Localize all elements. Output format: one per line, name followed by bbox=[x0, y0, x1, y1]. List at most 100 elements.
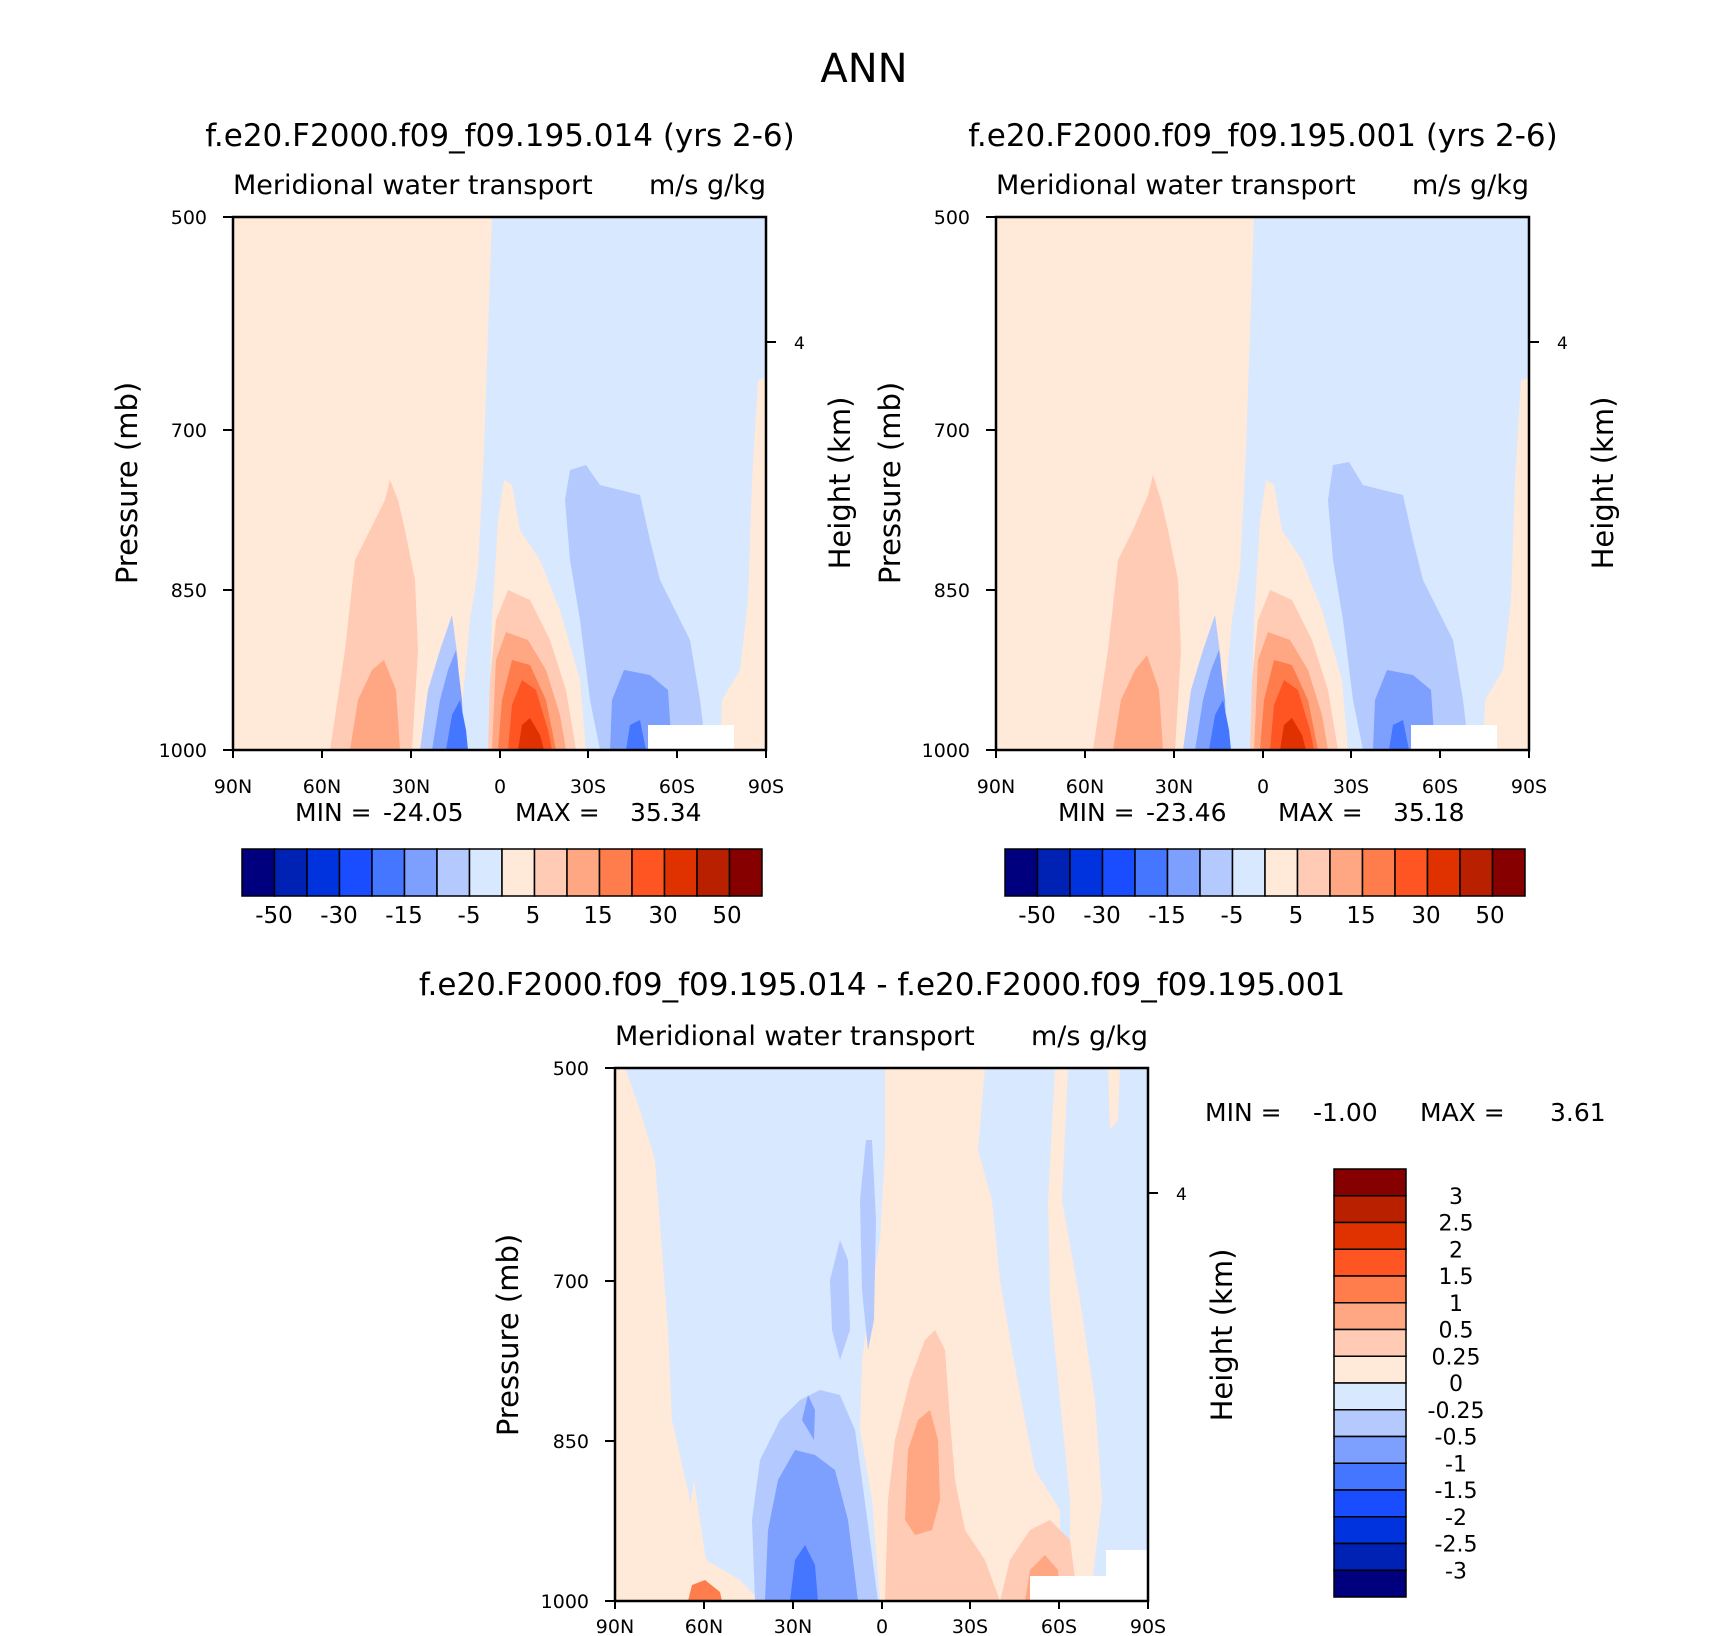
panel-2-title: f.e20.F2000.f09_f09.195.001 (yrs 2-6) bbox=[968, 118, 1558, 154]
colorbar-swatch bbox=[1333, 1569, 1407, 1598]
panel-3-subtitle-right: m/s g/kg bbox=[1031, 1021, 1148, 1052]
figure-title: ANN bbox=[820, 46, 907, 92]
y2-tick-label: 4 bbox=[1557, 334, 1568, 354]
y-tick-label: 1000 bbox=[159, 740, 207, 762]
colorbar-label: 0 bbox=[1449, 1372, 1463, 1397]
panel-3-y2label: Height (km) bbox=[1205, 1249, 1239, 1422]
contour-band bbox=[518, 718, 544, 750]
y-tick-label: 850 bbox=[553, 1431, 589, 1453]
max-value: 35.34 bbox=[630, 798, 702, 827]
colorbar-swatch bbox=[533, 848, 568, 897]
x-tick-label: 90S bbox=[1130, 1616, 1166, 1636]
contour-band bbox=[1280, 718, 1306, 750]
panel-3-contour-field bbox=[615, 1068, 1148, 1601]
contour-band bbox=[446, 700, 468, 750]
colorbar-label: 2.5 bbox=[1439, 1212, 1474, 1237]
panel-1-tick-labels: 500 700 850 1000 4 90N 60N 30N 0 30S 60S… bbox=[159, 207, 805, 798]
contour-band bbox=[350, 660, 400, 750]
colorbar-swatch bbox=[696, 848, 731, 897]
x-tick-label: 30N bbox=[1155, 776, 1193, 798]
x-tick-label: 30S bbox=[1333, 776, 1369, 798]
panel-2: f.e20.F2000.f09_f09.195.001 (yrs 2-6) Me… bbox=[873, 118, 1620, 929]
colorbar-label: -2 bbox=[1445, 1506, 1467, 1531]
colorbar-swatch bbox=[1333, 1248, 1407, 1277]
min-label: MIN = bbox=[295, 798, 372, 827]
contour-band bbox=[885, 1330, 1000, 1601]
contour-band bbox=[1270, 680, 1314, 750]
panel-1-axes bbox=[223, 216, 776, 758]
panel-3-colorbar-labels: 32.521.510.50.250-0.25-0.5-1-1.5-2-2.5-3 bbox=[1428, 1185, 1485, 1585]
y-tick-label: 500 bbox=[553, 1058, 589, 1080]
x-tick-label: 30S bbox=[570, 776, 606, 798]
colorbar-label: -0.5 bbox=[1435, 1426, 1478, 1451]
max-label: MAX = bbox=[1278, 798, 1363, 827]
colorbar-swatch bbox=[1329, 848, 1364, 897]
y2-tick-label: 4 bbox=[794, 334, 805, 354]
colorbar-swatch bbox=[403, 848, 438, 897]
panel-2-subtitle-left: Meridional water transport bbox=[996, 170, 1356, 201]
contour-band bbox=[1389, 720, 1409, 750]
missing-data-mask bbox=[1030, 1576, 1106, 1601]
colorbar-label: -50 bbox=[255, 903, 293, 929]
max-label: MAX = bbox=[515, 798, 600, 827]
min-label: MIN = bbox=[1205, 1098, 1282, 1127]
panel-1-contour-field bbox=[233, 217, 766, 750]
y-tick-label: 500 bbox=[171, 207, 207, 229]
colorbar-label: 5 bbox=[526, 903, 541, 929]
colorbar-swatch bbox=[1333, 1462, 1407, 1491]
contour-band bbox=[905, 1410, 940, 1535]
colorbar-swatch bbox=[1333, 1489, 1407, 1518]
colorbar-label: 50 bbox=[712, 903, 741, 929]
y-tick-label: 700 bbox=[171, 420, 207, 442]
colorbar-label: 15 bbox=[583, 903, 612, 929]
x-tick-label: 30N bbox=[774, 1616, 812, 1636]
panel-3-colorbar bbox=[1333, 1168, 1407, 1598]
colorbar-swatch bbox=[566, 848, 601, 897]
panel-3-subtitle-left: Meridional water transport bbox=[615, 1021, 975, 1052]
colorbar-swatch bbox=[1333, 1435, 1407, 1464]
y-tick-label: 700 bbox=[553, 1271, 589, 1293]
y-tick-label: 1000 bbox=[541, 1591, 589, 1613]
panel-3-tick-labels: 500 700 850 1000 4 90N 60N 30N 0 30S 60S… bbox=[541, 1058, 1187, 1636]
colorbar-label: -1 bbox=[1445, 1452, 1467, 1477]
colorbar-swatch bbox=[1199, 848, 1234, 897]
x-tick-label: 0 bbox=[876, 1616, 888, 1636]
colorbar-label: 0.5 bbox=[1439, 1319, 1474, 1344]
panel-2-colorbar bbox=[1004, 848, 1526, 897]
colorbar-swatch bbox=[371, 848, 406, 897]
colorbar-swatch bbox=[1361, 848, 1396, 897]
panel-1-subtitle-right: m/s g/kg bbox=[649, 170, 766, 201]
colorbar-label: -0.25 bbox=[1428, 1399, 1485, 1424]
min-value: -24.05 bbox=[383, 798, 464, 827]
panel-3-title: f.e20.F2000.f09_f09.195.014 - f.e20.F200… bbox=[419, 967, 1345, 1003]
contour-band bbox=[996, 217, 1254, 750]
colorbar-swatch bbox=[1333, 1328, 1407, 1357]
max-value: 3.61 bbox=[1550, 1098, 1606, 1127]
contour-band bbox=[1328, 462, 1469, 750]
x-tick-label: 90N bbox=[214, 776, 252, 798]
colorbar-swatch bbox=[728, 848, 763, 897]
colorbar-swatch bbox=[1231, 848, 1266, 897]
y-tick-label: 850 bbox=[934, 580, 970, 602]
panel-2-ylabel: Pressure (mb) bbox=[873, 382, 907, 584]
colorbar-swatch bbox=[436, 848, 471, 897]
colorbar-swatch bbox=[501, 848, 536, 897]
panel-1-y2label: Height (km) bbox=[823, 397, 857, 570]
colorbar-swatch bbox=[1333, 1168, 1407, 1197]
colorbar-swatch bbox=[1333, 1302, 1407, 1331]
panel-1-title: f.e20.F2000.f09_f09.195.014 (yrs 2-6) bbox=[205, 118, 795, 154]
contour-band bbox=[1048, 1068, 1102, 1601]
colorbar-label: -5 bbox=[458, 903, 481, 929]
contour-band bbox=[720, 378, 766, 750]
x-tick-label: 90N bbox=[596, 1616, 634, 1636]
missing-data-mask bbox=[1106, 1550, 1148, 1601]
panel-2-y2label: Height (km) bbox=[1586, 397, 1620, 570]
colorbar-swatch bbox=[338, 848, 373, 897]
colorbar-swatch bbox=[1459, 848, 1494, 897]
x-tick-label: 60S bbox=[659, 776, 695, 798]
x-tick-label: 90N bbox=[977, 776, 1015, 798]
y-tick-label: 850 bbox=[171, 580, 207, 602]
panel-3-axes bbox=[605, 1067, 1158, 1609]
colorbar-swatch bbox=[598, 848, 633, 897]
y-tick-label: 1000 bbox=[922, 740, 970, 762]
